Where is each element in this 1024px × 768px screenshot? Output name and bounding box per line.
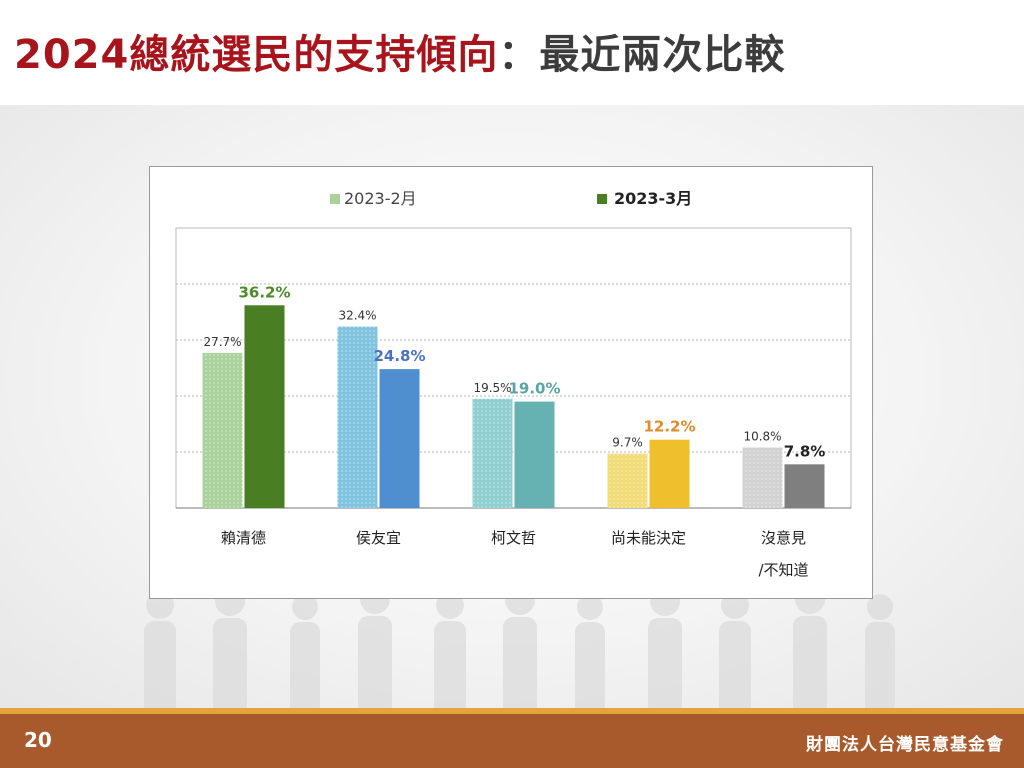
bar-chart: 27.7% 36.2% 32.4% 24.8% 19.5%19.0% 9.7%12.2% 1… (175, 189, 852, 579)
data-label-2023-3: 12.2% (643, 418, 695, 436)
data-label-2023-3: 7.8% (784, 442, 826, 460)
title-bar: 2024總統選民的支持傾向：最近兩次比較 (0, 0, 1024, 105)
data-label-2023-3: 19.0% (508, 380, 560, 398)
data-label-2023-3: 24.8% (373, 347, 425, 365)
bar-2023-3 (379, 369, 420, 508)
data-label-2023-3: 36.2% (238, 283, 290, 301)
legend-label-2023-3: 2023-3月 (614, 189, 692, 208)
category-label: /不知道 (758, 561, 808, 579)
bar-2023-3 (784, 464, 825, 508)
bar-2023-3 (649, 439, 690, 508)
data-label-2023-2: 10.8% (743, 430, 781, 444)
bar-2023-2-texture (337, 326, 378, 508)
bar-2023-2-texture (742, 447, 783, 508)
category-label: 尚未能決定 (611, 529, 686, 547)
category-label: 沒意見 (761, 529, 806, 547)
data-label-2023-2: 9.7% (612, 436, 643, 450)
legend-swatch-2023-2 (330, 194, 340, 204)
data-label-2023-2: 32.4% (338, 309, 376, 323)
bar-2023-2-texture (202, 352, 243, 508)
footer-bar: 20 財團法人台灣民意基金會 (0, 714, 1024, 768)
legend-label-2023-2: 2023-2月 (344, 189, 417, 208)
footer-accent-line (0, 708, 1024, 714)
data-label-2023-2: 27.7% (203, 335, 241, 349)
organization-name: 財團法人台灣民意基金會 (806, 735, 1004, 755)
category-label: 柯文哲 (491, 529, 536, 547)
bar-2023-2-texture (607, 453, 648, 508)
category-label: 賴清德 (221, 529, 266, 547)
bar-2023-3 (514, 401, 555, 508)
slide-title-sub: ：最近兩次比較 (498, 32, 786, 78)
slide-title: 2024總統選民的支持傾向：最近兩次比較 (14, 22, 785, 80)
page-number: 20 (24, 728, 52, 752)
category-label: 侯友宜 (356, 529, 401, 547)
data-label-2023-2: 19.5% (473, 381, 511, 395)
legend-swatch-2023-3 (597, 194, 607, 204)
bar-2023-3 (244, 305, 285, 508)
slide-title-main: 2024總統選民的支持傾向 (14, 32, 499, 78)
bar-2023-2-texture (472, 398, 513, 508)
